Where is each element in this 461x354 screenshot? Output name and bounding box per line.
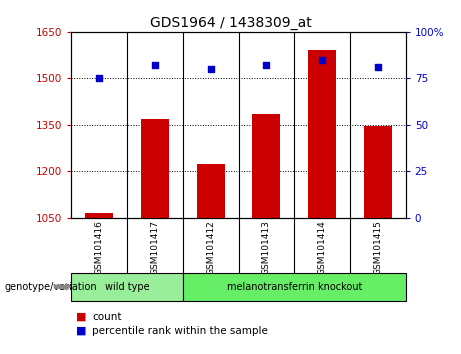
Point xyxy=(207,66,214,72)
Point xyxy=(151,62,159,68)
Point xyxy=(374,64,382,70)
Bar xyxy=(183,273,406,301)
Text: GDS1964 / 1438309_at: GDS1964 / 1438309_at xyxy=(150,16,311,30)
Text: wild type: wild type xyxy=(105,282,149,292)
Bar xyxy=(141,119,169,218)
Text: count: count xyxy=(92,312,122,322)
Text: ■: ■ xyxy=(76,326,87,336)
Bar xyxy=(71,273,183,301)
Bar xyxy=(253,114,280,218)
Text: GSM101416: GSM101416 xyxy=(95,221,104,275)
Point xyxy=(263,62,270,68)
Text: GSM101413: GSM101413 xyxy=(262,221,271,275)
Point xyxy=(95,75,103,81)
Text: melanotransferrin knockout: melanotransferrin knockout xyxy=(227,282,362,292)
Bar xyxy=(85,213,113,218)
Text: GSM101415: GSM101415 xyxy=(373,221,382,275)
Text: ■: ■ xyxy=(76,312,87,322)
Bar xyxy=(197,164,225,218)
Bar xyxy=(308,50,336,218)
Text: percentile rank within the sample: percentile rank within the sample xyxy=(92,326,268,336)
Point xyxy=(319,57,326,63)
Text: GSM101414: GSM101414 xyxy=(318,221,327,275)
Text: GSM101412: GSM101412 xyxy=(206,221,215,275)
Text: GSM101417: GSM101417 xyxy=(150,221,160,275)
Text: genotype/variation: genotype/variation xyxy=(5,282,97,292)
Bar xyxy=(364,126,392,218)
